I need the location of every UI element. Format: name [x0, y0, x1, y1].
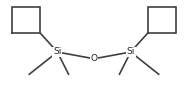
Text: Si: Si — [127, 48, 135, 56]
Text: Si: Si — [53, 48, 61, 56]
Text: O: O — [90, 54, 98, 63]
